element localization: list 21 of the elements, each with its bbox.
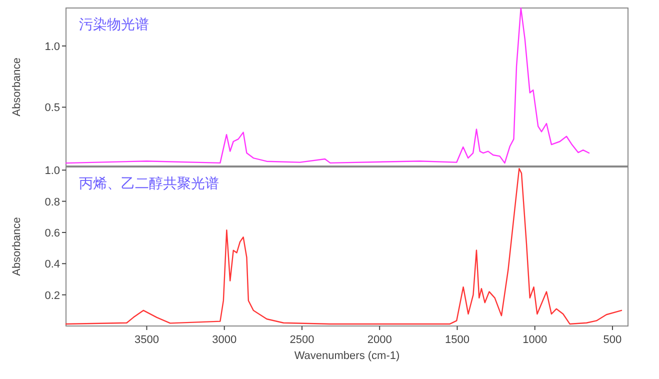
y-axis-title: Absorbance	[11, 217, 23, 276]
x-tick-label: 3000	[212, 334, 237, 346]
x-tick-label: 1500	[444, 334, 470, 346]
y-tick-label: 1.0	[44, 40, 60, 53]
y-tick-label: 0.6	[44, 227, 60, 240]
line-series	[65, 168, 622, 325]
annotation: 丙烯、乙二醇共聚光谱	[79, 175, 219, 191]
x-tick-label: 500	[603, 334, 622, 346]
x-tick-label: 2500	[290, 334, 314, 346]
x-axis-title: Wavenumbers (cm-1)	[294, 350, 400, 362]
annotation: 污染物光谱	[79, 16, 149, 32]
x-tick-label: 2000	[367, 334, 392, 346]
x-tick-label: 1000	[522, 334, 548, 346]
y-tick-label: 0.4	[44, 258, 60, 271]
y-tick-label: 0.8	[44, 196, 60, 208]
line-series	[65, 7, 590, 164]
y-axis-title: Absorbance	[11, 58, 23, 116]
x-tick-label: 3500	[134, 334, 159, 346]
y-tick-label: 1.0	[44, 165, 60, 178]
y-tick-label: 0.5	[44, 102, 60, 114]
y-tick-label: 0.2	[44, 290, 60, 302]
